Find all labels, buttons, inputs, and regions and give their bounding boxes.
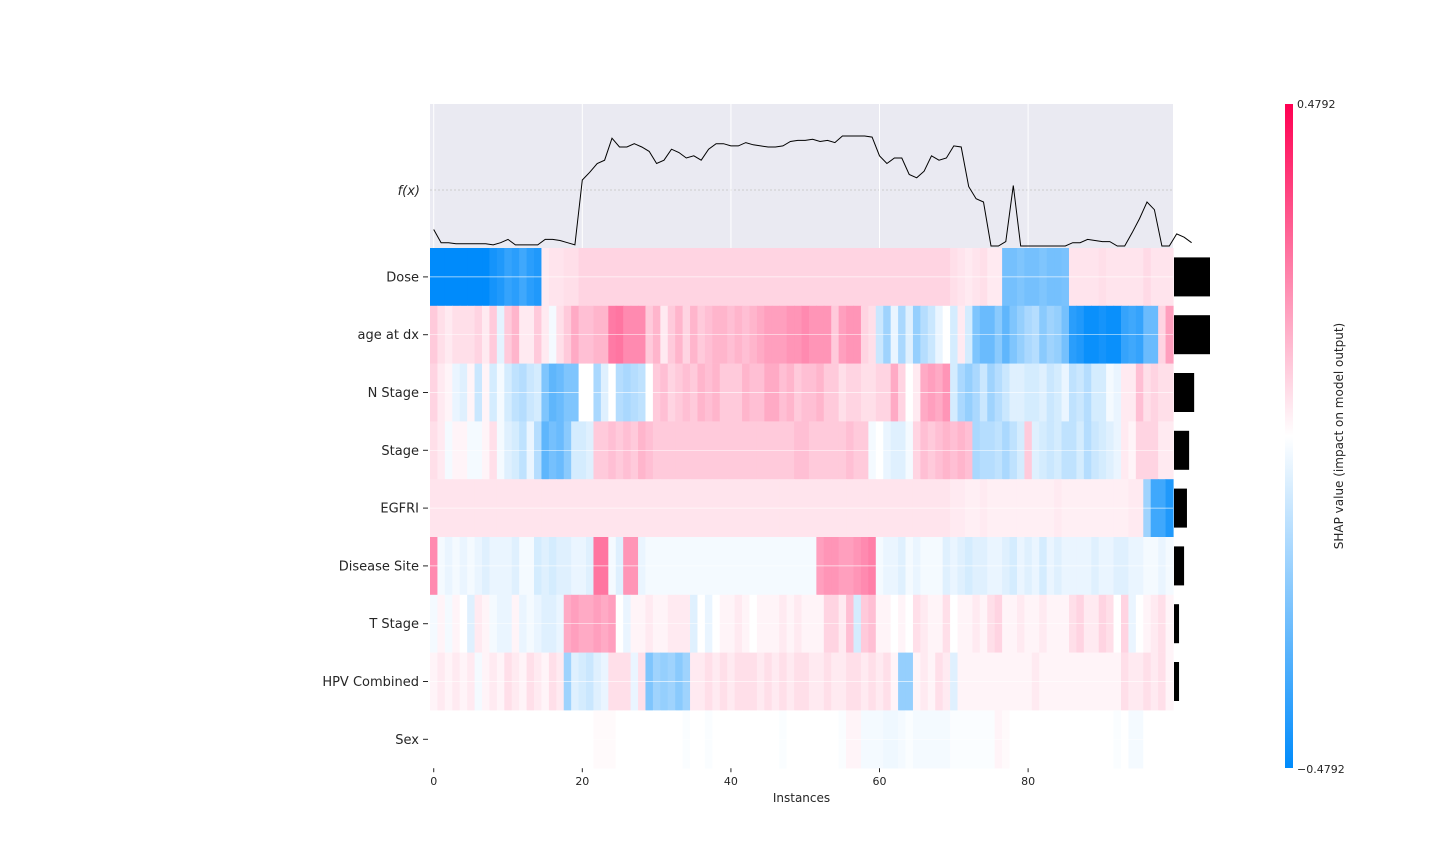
colorbar-min-label: −0.4792 <box>1297 763 1345 776</box>
colorbar <box>1285 104 1293 768</box>
x-axis-label: Instances <box>773 791 830 805</box>
x-tick-label: 60 <box>873 775 887 788</box>
importance-bar <box>1174 546 1185 586</box>
feature-label: N Stage <box>368 386 419 401</box>
feature-label: Disease Site <box>339 559 419 574</box>
importance-bar <box>1174 257 1210 297</box>
importance-bar <box>1174 662 1180 701</box>
fx-panel-background <box>430 104 1173 248</box>
x-tick-label: 20 <box>575 775 589 788</box>
feature-label: Stage <box>381 444 419 459</box>
feature-label: Dose <box>386 270 419 285</box>
feature-label: EGFRI <box>380 502 419 517</box>
importance-bar <box>1174 488 1187 528</box>
importance-bars <box>1174 257 1210 701</box>
x-tick-label: 0 <box>430 775 437 788</box>
x-axis-ticks: 0 20 40 60 80 <box>430 768 1035 788</box>
feature-labels: Dose age at dx N Stage Stage EGFRI Disease Si… <box>322 270 428 748</box>
importance-bar <box>1174 430 1190 470</box>
importance-bar <box>1174 315 1210 355</box>
importance-bar <box>1174 373 1195 412</box>
importance-bar <box>1174 604 1180 644</box>
feature-label: age at dx <box>358 328 420 343</box>
colorbar-max-label: 0.4792 <box>1297 98 1336 111</box>
colorbar-title: SHAP value (impact on model output) <box>1332 323 1346 550</box>
fx-label: f(x) <box>398 184 420 199</box>
feature-label: HPV Combined <box>322 675 419 690</box>
feature-label: Sex <box>395 733 419 748</box>
feature-label: T Stage <box>368 617 419 632</box>
horizontal-gridlines <box>430 276 1173 740</box>
fx-output-line <box>433 135 1192 247</box>
x-tick-label: 40 <box>724 775 738 788</box>
x-tick-label: 80 <box>1021 775 1035 788</box>
